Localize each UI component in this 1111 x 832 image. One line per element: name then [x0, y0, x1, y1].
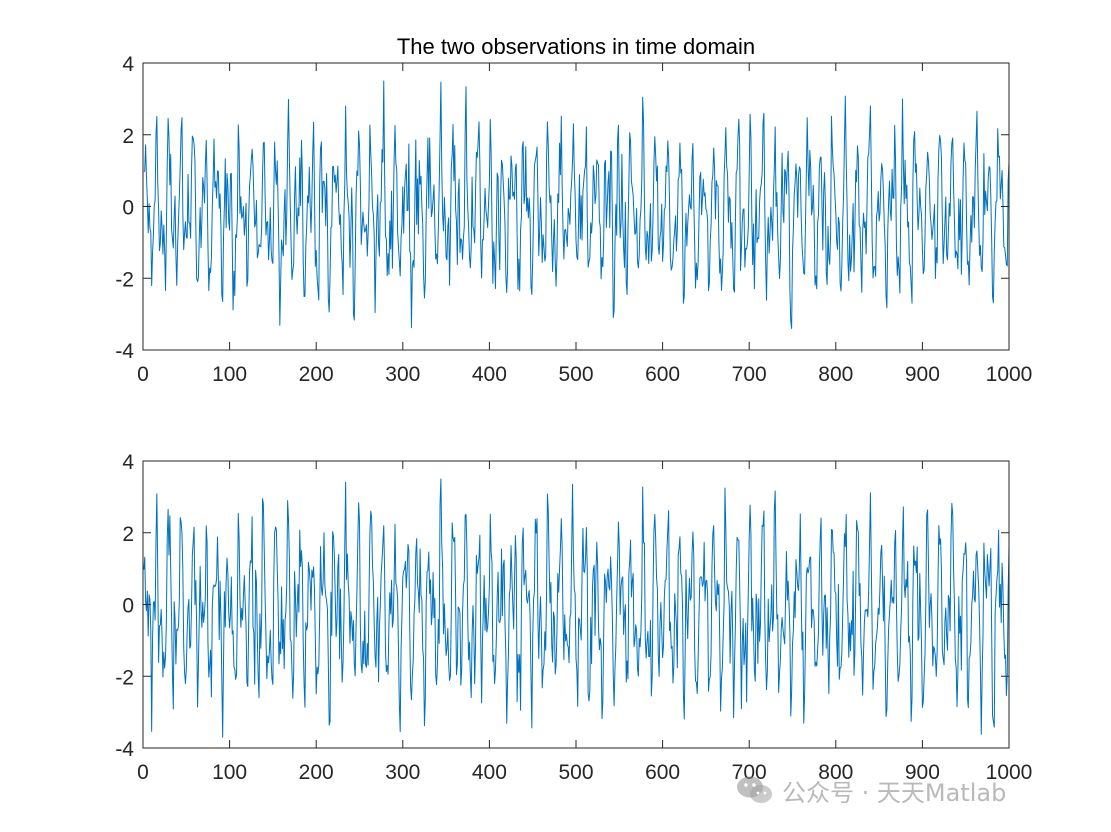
y-tick-label: -2	[115, 666, 134, 689]
watermark-text: 公众号 · 天天Matlab	[782, 778, 1007, 807]
y-tick-label: 0	[122, 197, 134, 220]
y-tick-label: 2	[122, 523, 134, 546]
x-tick-label: 500	[558, 761, 593, 784]
x-tick-label: 1000	[986, 363, 1033, 386]
x-tick-label: 400	[472, 761, 507, 784]
x-tick-label: 100	[212, 761, 247, 784]
x-tick-label: 700	[732, 761, 767, 784]
x-tick-label: 600	[645, 363, 680, 386]
y-tick-label: 0	[122, 595, 134, 618]
y-tick-label: 4	[122, 53, 134, 76]
x-tick-label: 800	[818, 761, 853, 784]
series-line	[143, 80, 1010, 329]
series-line	[143, 478, 1010, 738]
y-tick-label: -4	[115, 340, 134, 363]
x-tick-label: 300	[385, 363, 420, 386]
y-tick-label: 2	[122, 125, 134, 148]
wechat-icon	[737, 776, 772, 803]
x-tick-label: 300	[385, 761, 420, 784]
y-tick-label: -2	[115, 268, 134, 291]
watermark: 公众号 · 天天Matlab	[736, 772, 1006, 808]
y-tick-label: 4	[122, 451, 134, 474]
y-tick-label: -4	[115, 738, 134, 761]
x-tick-label: 900	[905, 761, 940, 784]
x-tick-label: 1000	[986, 761, 1033, 784]
x-tick-label: 800	[818, 363, 853, 386]
chart-title: The two observations in time domain	[397, 34, 755, 59]
x-tick-label: 400	[472, 363, 507, 386]
axes-top: 0 100 200 300 400 500 600 700 800 900 1000 -4 -2 0 2 4	[115, 53, 1032, 386]
x-tick-label: 0	[137, 761, 149, 784]
x-tick-label: 200	[299, 761, 334, 784]
x-tick-label: 500	[558, 363, 593, 386]
x-tick-label: 700	[732, 363, 767, 386]
x-tick-label: 100	[212, 363, 247, 386]
x-tick-label: 900	[905, 363, 940, 386]
axes-bottom: 0 100 200 300 400 500 600 700 800 900 1000 -4 -2 0 2 4	[115, 451, 1032, 784]
x-tick-label: 200	[299, 363, 334, 386]
x-tick-label: 0	[137, 363, 149, 386]
x-tick-label: 600	[645, 761, 680, 784]
